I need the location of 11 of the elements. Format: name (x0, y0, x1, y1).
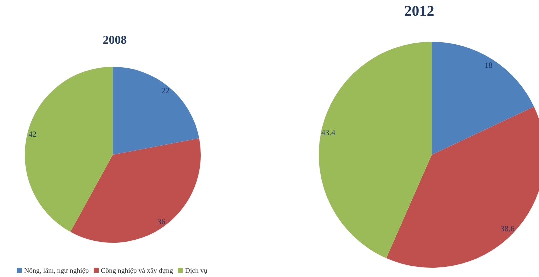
data-label: 38.6 (500, 224, 515, 234)
chart-title: 2012 (404, 4, 436, 21)
pie-slice (25, 67, 113, 232)
chart-title: 2008 (102, 33, 128, 48)
data-label: 42 (28, 130, 37, 139)
data-label: 22 (162, 86, 170, 96)
pie-slice (70, 138, 201, 243)
data-label: 36 (158, 217, 166, 226)
data-label: 18 (484, 61, 493, 70)
data-label: 43.4 (321, 128, 336, 138)
pie-slice (113, 67, 200, 155)
